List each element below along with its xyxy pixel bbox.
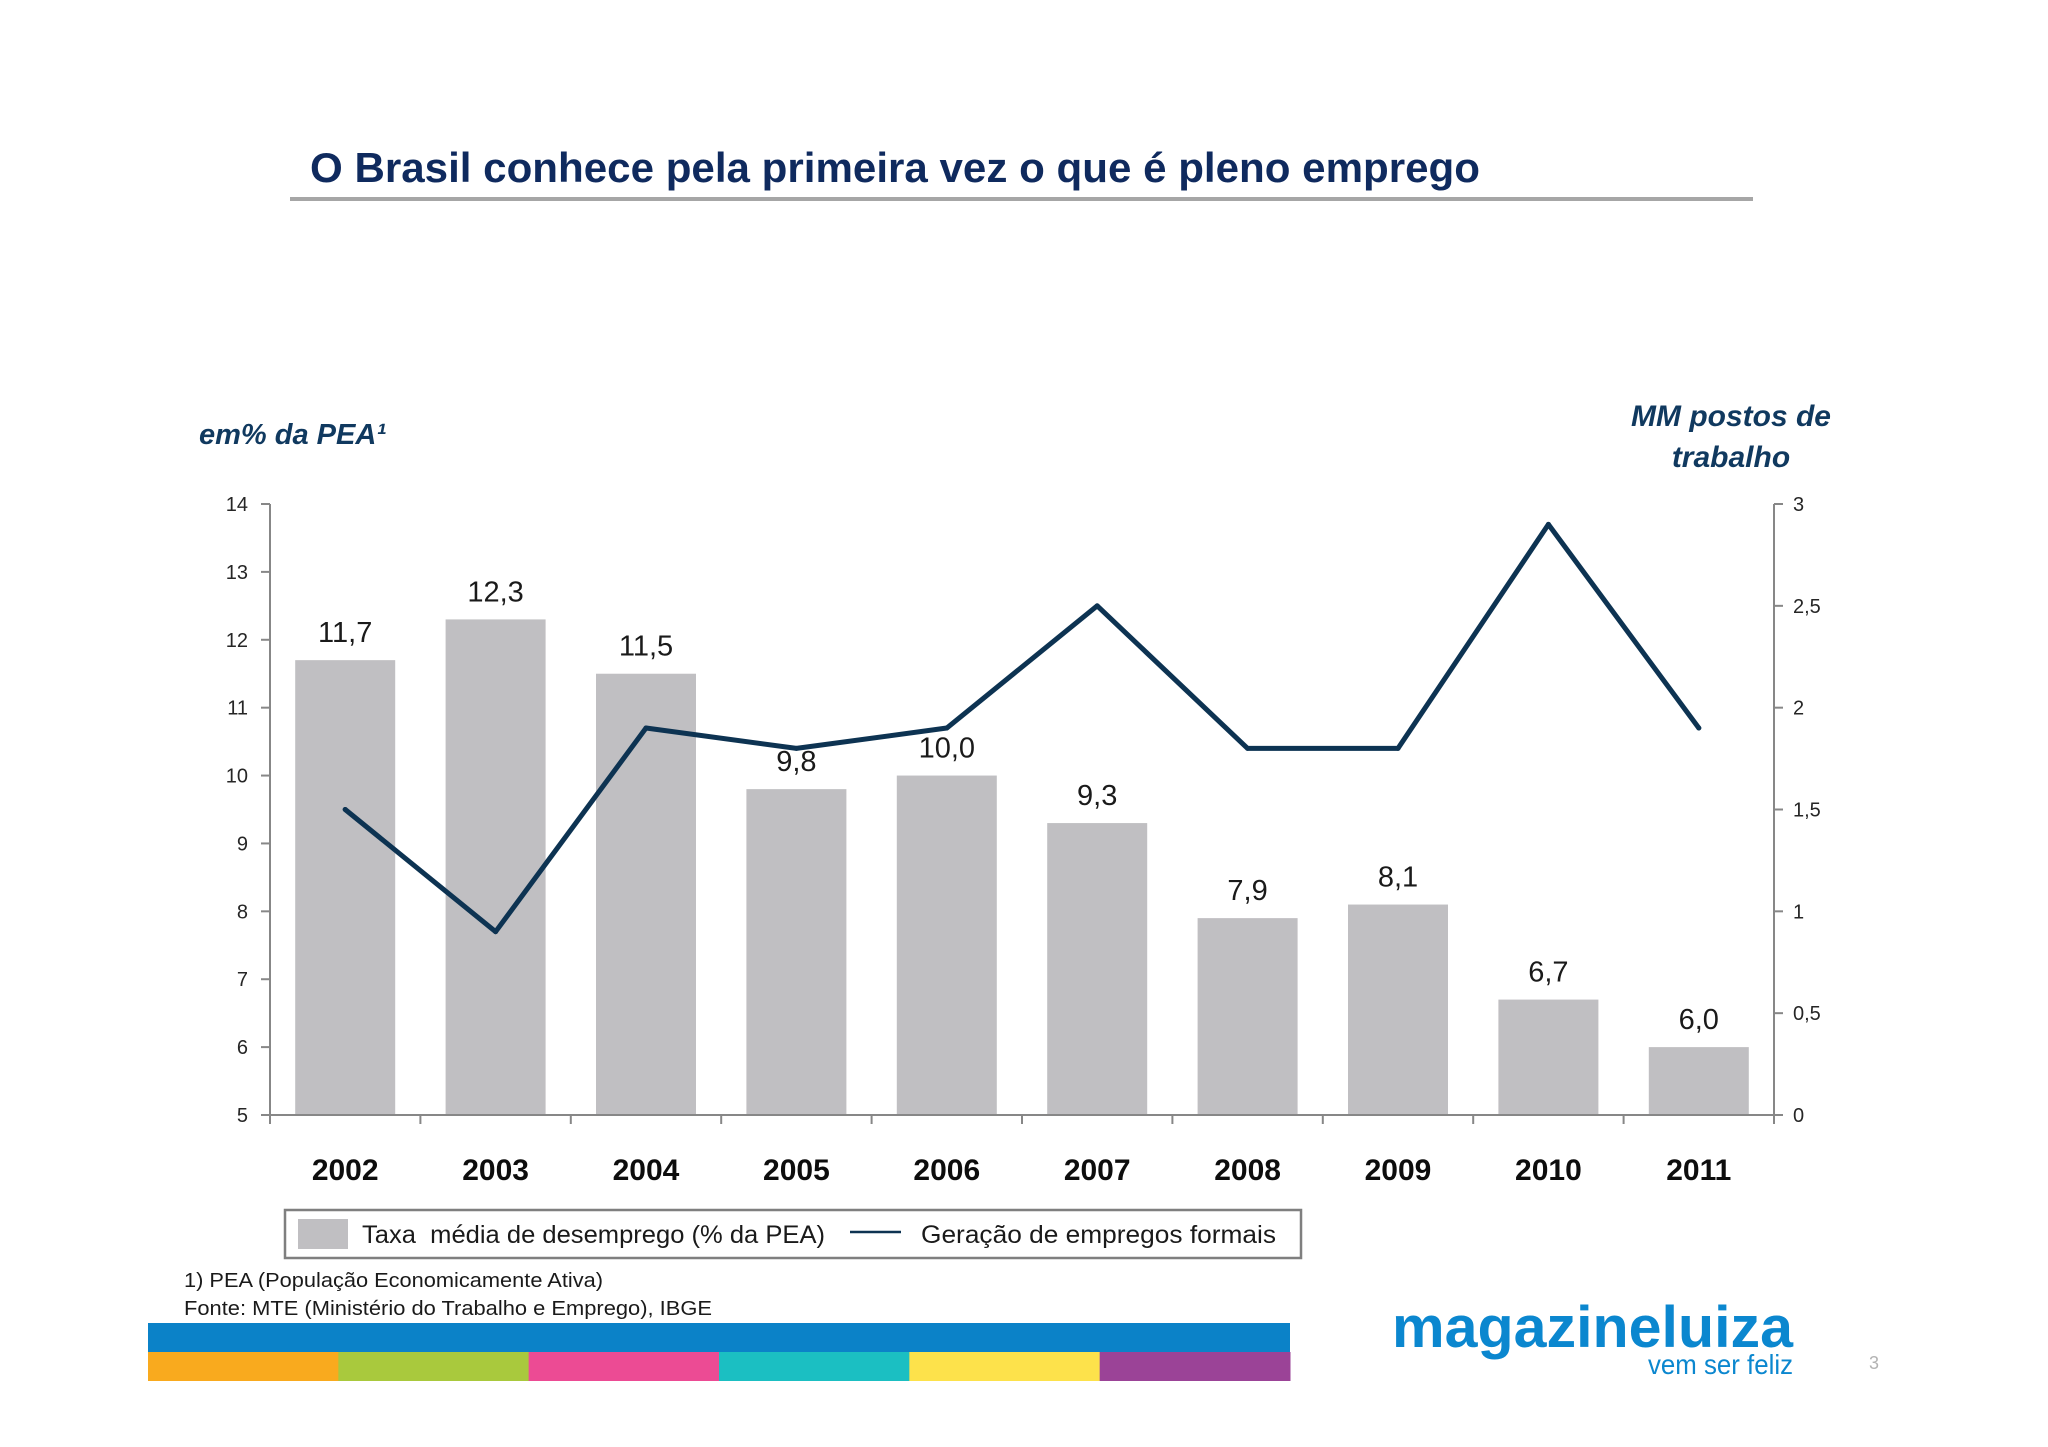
- data-label-2007: 9,3: [1077, 780, 1117, 812]
- left-axis-title: em% da PEA¹: [199, 419, 386, 451]
- color-stripe-segment: [719, 1352, 910, 1381]
- category-label-2011: 2011: [1666, 1154, 1731, 1187]
- left-tick-label-11: 11: [227, 698, 248, 720]
- bar-2005: [746, 789, 847, 1115]
- logo-wordmark: magazineluiza: [1392, 1295, 1794, 1360]
- data-label-2005: 9,8: [776, 746, 816, 778]
- slide-title: O Brasil conhece pela primeira vez o que…: [310, 144, 1480, 191]
- bar-2003: [445, 619, 546, 1115]
- line-point-2007: [1094, 603, 1100, 609]
- line-point-2005: [793, 745, 799, 751]
- legend-box: [283, 1208, 1303, 1260]
- color-stripe-segment: [528, 1352, 720, 1381]
- color-stripe-segments: [148, 1352, 1291, 1381]
- data-label-2004: 11,5: [619, 631, 673, 663]
- data-label-2011: 6,0: [1679, 1004, 1719, 1036]
- left-tick-label-12: 12: [226, 630, 248, 652]
- line-point-2003: [493, 929, 499, 935]
- right-axis-ticks: 0 0,5 1 1,5 2 2,5 3: [1774, 494, 1821, 1127]
- right-tick-label-2: 2: [1793, 698, 1804, 720]
- left-tick-label-14: 14: [226, 494, 248, 516]
- category-labels: 2002 2003 2004 2005 2006 2007 2008 2009 2010 2011: [312, 1154, 1732, 1187]
- category-label-2004: 2004: [613, 1154, 680, 1187]
- chart: em% da PEA¹ MM postos de trabalho 5 6 7 8 9 1…: [199, 400, 1831, 1260]
- left-tick-label-5: 5: [237, 1105, 248, 1127]
- line-point-2011: [1696, 725, 1702, 731]
- right-axis-title-line-1: MM postos de: [1631, 400, 1831, 433]
- line-point-2009: [1395, 745, 1401, 751]
- x-axis-ticks: [269, 1115, 1775, 1124]
- data-label-2006: 10,0: [919, 733, 975, 765]
- left-tick-label-13: 13: [226, 562, 248, 584]
- category-label-2008: 2008: [1214, 1154, 1281, 1187]
- legend-label-formal-jobs: Geração de empregos formais: [921, 1221, 1276, 1249]
- category-label-2003: 2003: [462, 1154, 529, 1187]
- left-axis-ticks: 5 6 7 8 9 10 11 12 13 14: [226, 494, 270, 1127]
- category-label-2007: 2007: [1064, 1154, 1131, 1187]
- line-point-2002: [342, 807, 348, 812]
- bar-data-labels: 11,7 12,3 11,5 9,8 10,0 9,3 7,9 8,1 6,7 6,0: [318, 576, 1719, 1036]
- left-tick-label-6: 6: [237, 1037, 248, 1059]
- color-stripe-top: [148, 1323, 1290, 1352]
- bar-series-unemployment-rate: [295, 619, 1749, 1115]
- right-tick-label-1-5: 1,5: [1793, 800, 1821, 822]
- line-point-2008: [1245, 745, 1251, 751]
- left-tick-label-9: 9: [237, 833, 248, 855]
- data-label-2002: 11,7: [318, 617, 372, 649]
- bar-2007: [1047, 823, 1148, 1115]
- category-label-2006: 2006: [913, 1154, 980, 1187]
- data-label-2010: 6,7: [1528, 957, 1568, 989]
- color-stripe-segment: [148, 1352, 339, 1381]
- category-label-2010: 2010: [1515, 1154, 1582, 1187]
- color-stripe-segment: [1099, 1352, 1291, 1381]
- line-point-2006: [944, 725, 950, 731]
- legend-label-unemployment-rate: Taxa média de desemprego (% da PEA): [362, 1221, 825, 1249]
- legend: Taxa média de desemprego (% da PEA) Gera…: [283, 1208, 1303, 1260]
- bar-2009: [1348, 904, 1448, 1115]
- right-tick-label-3: 3: [1793, 494, 1804, 516]
- footnote-source: Fonte: MTE (Ministério do Trabalho e Emp…: [184, 1298, 712, 1320]
- color-stripe-segment: [338, 1352, 530, 1381]
- bar-2011: [1648, 1047, 1749, 1115]
- bar-2010: [1498, 999, 1599, 1115]
- line-series-group: [342, 521, 1702, 935]
- right-tick-label-0: 0: [1793, 1105, 1804, 1127]
- data-label-2003: 12,3: [467, 576, 523, 608]
- logo-tagline: vem ser feliz: [1648, 1349, 1793, 1380]
- line-point-2004: [643, 725, 649, 731]
- series-line-formal-jobs: [342, 521, 1702, 935]
- legend-swatch-bar: [298, 1219, 348, 1249]
- brand-color-stripe: [148, 1323, 1291, 1381]
- left-tick-label-8: 8: [237, 901, 248, 923]
- category-label-2002: 2002: [312, 1154, 379, 1187]
- right-tick-label-1: 1: [1793, 901, 1804, 923]
- category-label-2009: 2009: [1365, 1154, 1432, 1187]
- right-tick-label-0-5: 0,5: [1793, 1003, 1821, 1025]
- bar-2002: [295, 660, 396, 1115]
- left-tick-label-10: 10: [226, 766, 248, 788]
- left-tick-label-7: 7: [237, 969, 248, 991]
- bar-2006: [896, 775, 997, 1115]
- bar-2008: [1197, 918, 1298, 1115]
- footnote-pea: 1) PEA (População Economicamente Ativa): [184, 1270, 603, 1292]
- category-label-2005: 2005: [763, 1154, 830, 1187]
- color-stripe-segment: [909, 1352, 1101, 1381]
- bar-2004: [596, 673, 696, 1115]
- brand-logo: magazineluiza vem ser feliz: [1392, 1295, 1794, 1380]
- data-label-2009: 8,1: [1378, 862, 1418, 894]
- data-label-2008: 7,9: [1227, 875, 1267, 907]
- page-number: 3: [1869, 1353, 1879, 1373]
- right-axis-title-line-2: trabalho: [1672, 441, 1790, 474]
- right-tick-label-2-5: 2,5: [1793, 596, 1821, 618]
- line-point-2010: [1545, 521, 1551, 527]
